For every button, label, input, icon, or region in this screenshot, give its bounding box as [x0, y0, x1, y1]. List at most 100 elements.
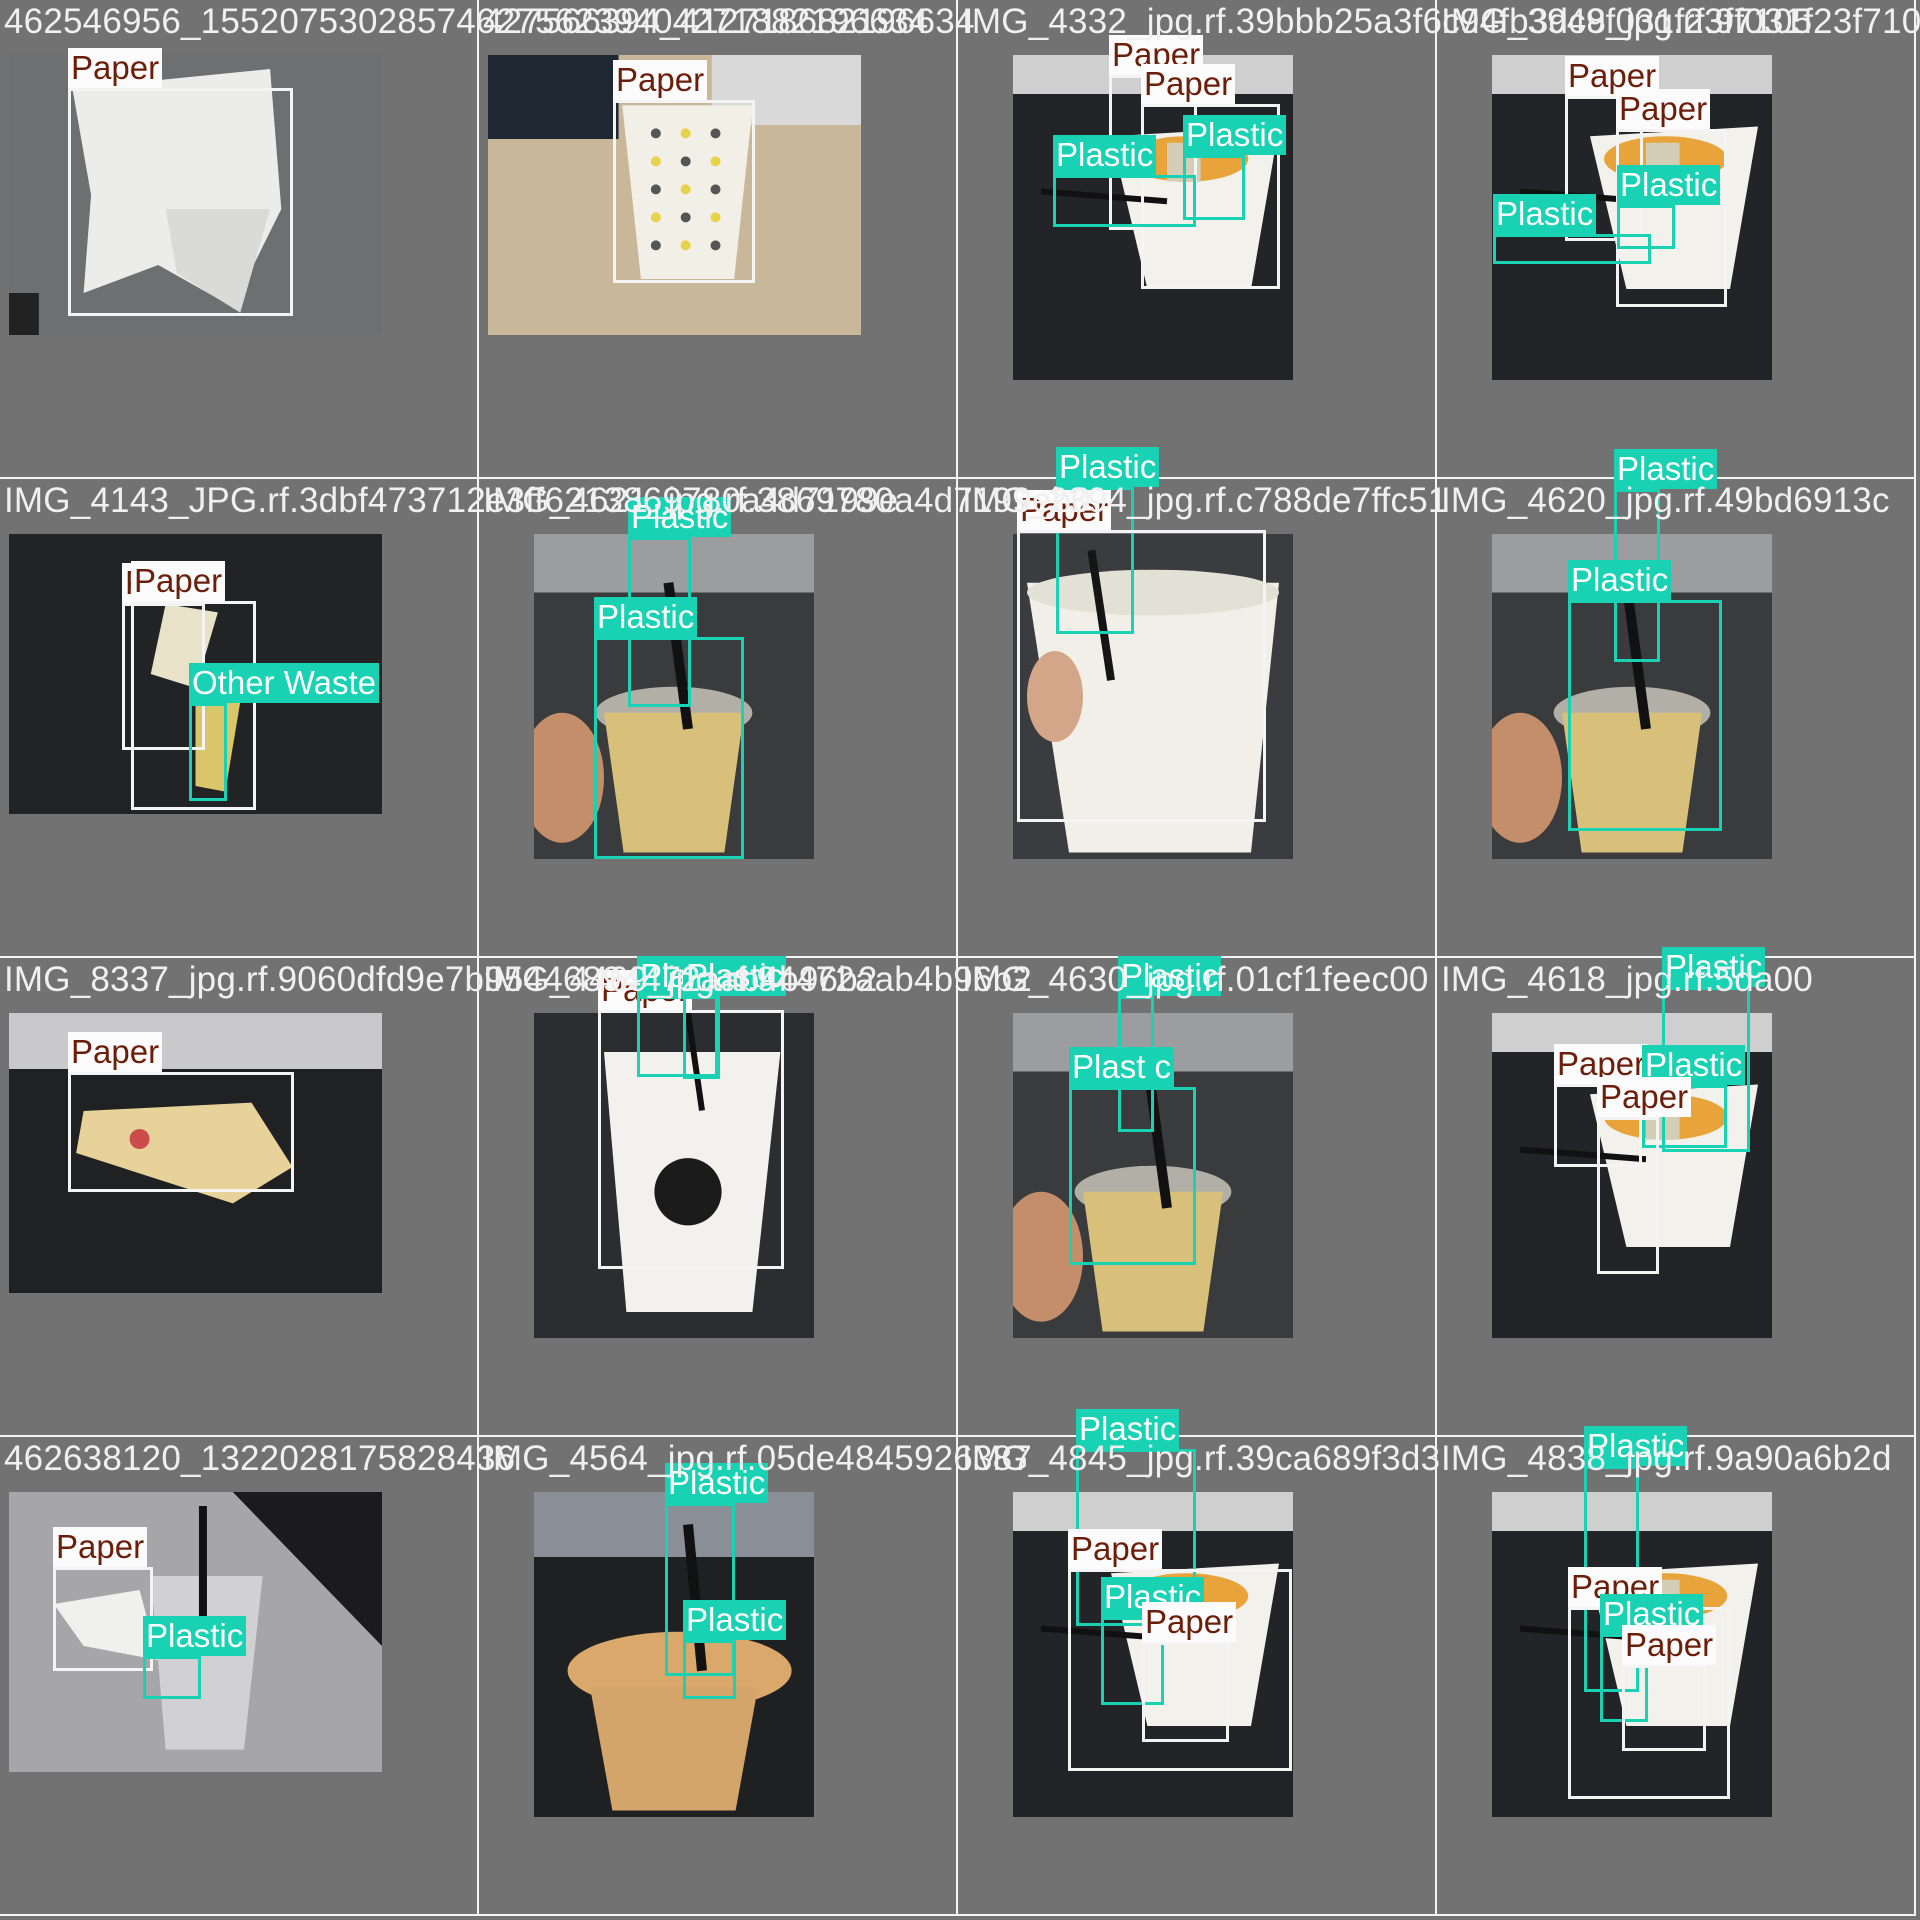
tile-filename: 427566394_412718682196634 — [483, 2, 975, 41]
tile-filename: IMG_8337_jpg.rf.9060dfd9e7b95446894472aa… — [4, 960, 878, 999]
tile-filename: IMG_4630_jpg.rf.01cf1feec00 — [962, 960, 1429, 999]
tile-filename: IMG_4620_jpg.rf.49bd6913c — [1441, 481, 1890, 520]
detection-box-paper: Paper — [1017, 490, 1266, 822]
tile-filename: IMG_4469_jpg.rf.94472aab4b96b2 — [483, 960, 1032, 999]
detection-label: Plastic — [628, 497, 732, 537]
mosaic-tile: 427566394_412718682196634 Paper — [479, 0, 974, 479]
mosaic-tile: IMG_4845_jpg.rf.39ca689f3d3 Plastic Paper P… — [958, 1409, 1441, 1916]
mosaic-tile: IMG_4621_jpg.rf.3869780a4d7199eb0 Plastic… — [479, 479, 1091, 958]
detection-label: Plastic — [1614, 449, 1718, 489]
detection-label: Paper — [131, 561, 226, 601]
mosaic-tile: IMG_4564_jpg.rf.05de4845926387 Plastic Pla… — [479, 1437, 1032, 1916]
mosaic-tile: IMG_8337_jpg.rf.9060dfd9e7b95446894472aa… — [0, 958, 877, 1437]
detection-label: Paper — [68, 1032, 163, 1072]
detection-label: Plastic — [1076, 1409, 1180, 1449]
detection-label: Plastic — [1568, 560, 1672, 600]
tile-photo — [1013, 534, 1293, 859]
detection-label: Plastic — [665, 1463, 769, 1503]
detection-box-plastic: Plastic — [1056, 447, 1160, 634]
tile-filename: IMG_2394_jpg.rf.c788de7ffc51 — [962, 481, 1448, 520]
mosaic-tile: IMG_4143_JPG.rf.3dbf473712e3ff6213869780… — [0, 479, 898, 958]
mosaic-tile: IMG_4618_jpg.rf.5da00 Plastic Paper Plastic… — [1437, 947, 1916, 1437]
detection-box-plastic: Plast c — [1069, 1047, 1196, 1265]
tile-photo — [1013, 55, 1293, 380]
tile-filename: 462638120_1322028175828436 — [4, 1439, 516, 1478]
detection-label: Plastic — [1662, 947, 1766, 987]
tile-photo — [534, 1013, 814, 1338]
tile-filename: 462546956_155207530285746275623940427188… — [4, 2, 929, 41]
detection-box-other: Other Waste — [189, 663, 379, 801]
mosaic-tile: IMG_3948_jpg.rf.9f031f23f7105 Paper Paper P… — [1437, 0, 1920, 479]
mosaic-tile: IMG_4469_jpg.rf.94472aab4b96b2PaperPlast… — [479, 956, 1032, 1437]
detection-box-plastic: Plastic — [143, 1616, 247, 1699]
tile-filename: IMG_4838_jpg.rf.9a90a6b2d — [1441, 1439, 1892, 1478]
detection-box-plastic: Plastic — [628, 497, 732, 707]
detection-label: Plastic — [1118, 956, 1222, 996]
photo-scene — [1492, 534, 1772, 859]
detection-box-plastic: Plastic — [683, 956, 787, 1079]
mosaic-tile: 462638120_1322028175828436 Paper Plastic — [0, 1437, 515, 1916]
detection-box-paper: Paper — [1068, 1529, 1292, 1771]
detection-label: Plastic — [1584, 1426, 1688, 1466]
photo-scene — [534, 534, 814, 859]
detection-label: Paper — [1622, 1625, 1717, 1665]
tile-filename: IMG_4332_jpg.rf.39bbb25a3f6c94fb3dc9f031… — [962, 2, 1813, 41]
detection-box-plastic: Plastic — [665, 1463, 769, 1676]
detection-label: Plastic — [594, 597, 698, 637]
detection-box-paper: Paper — [1142, 1602, 1237, 1742]
detection-label: Plast c — [1069, 1047, 1175, 1087]
photo-scene — [9, 55, 382, 335]
detection-label: Paper — [613, 60, 708, 100]
detection-label: Paper — [1616, 89, 1711, 129]
tile-photo — [534, 1492, 814, 1817]
detection-label: Paper — [1141, 64, 1236, 104]
detection-label: Paper — [1597, 1077, 1692, 1117]
detection-label: Plastic — [1642, 1045, 1746, 1085]
detection-box-plastic: Plastic — [1493, 194, 1651, 264]
detection-box-plastic: Plastic — [1183, 115, 1287, 220]
detection-label: Paper — [1142, 1602, 1237, 1642]
detection-label: Plastic — [1056, 447, 1160, 487]
mosaic-tile: IMG_4332_jpg.rf.39bbb25a3f6c94fb3dc9f031… — [958, 0, 1812, 479]
detection-label: Paper — [1017, 490, 1112, 530]
mosaic-tile: 462546956_155207530285746275623940427188… — [0, 0, 928, 479]
detection-label: Other Waste — [189, 663, 379, 703]
photo-scene — [1013, 534, 1293, 859]
detection-label: Plastic — [1183, 115, 1287, 155]
photo-scene — [488, 55, 861, 335]
detection-box-paper: Paper — [1622, 1625, 1717, 1751]
detection-label: Paper — [1068, 1529, 1163, 1569]
detection-label: Paper — [53, 1527, 148, 1567]
detection-box-paper: Paper — [131, 561, 256, 810]
detection-box-plastic: Plastic — [683, 1600, 787, 1699]
tile-filename: IMG_4143_JPG.rf.3dbf473712e3ff6213869780… — [4, 481, 899, 520]
detection-box-plastic: Plastic — [1617, 165, 1721, 249]
mosaic-tile: IMG_4620_jpg.rf.49bd6913c Plastic Plastic — [1437, 449, 1916, 958]
detection-box-paper: Paper — [68, 48, 293, 316]
detection-box-paper: Paper — [1141, 64, 1280, 289]
detection-box-paper: Paper — [613, 60, 755, 283]
tile-filename: IMG_4618_jpg.rf.5da00 — [1441, 960, 1813, 999]
mosaic-tile: IMG_4630_jpg.rf.01cf1feec00 Plastic Plast … — [958, 956, 1437, 1437]
tile-filename: IMG_4564_jpg.rf.05de4845926387 — [483, 1439, 1032, 1478]
mosaic-tile: IMG_2394_jpg.rf.c788de7ffc51 Plastic Paper — [958, 447, 1447, 958]
detection-box-paper: Paper — [53, 1527, 153, 1671]
tile-filename: IMG_3948_jpg.rf.9f031f23f7105 — [1441, 2, 1920, 41]
detection-label: Plastic — [143, 1616, 247, 1656]
detection-box-plastic: Plastic — [594, 597, 744, 859]
detection-box-plastic: Plastic — [1053, 135, 1196, 227]
detection-label: Plastic — [683, 1600, 787, 1640]
detection-label: Paper — [68, 48, 163, 88]
detection-label: Plastic — [683, 956, 787, 996]
detection-label: Plastic — [1617, 165, 1721, 205]
tile-photo — [534, 534, 814, 859]
detection-box-plastic: Plastic — [1568, 560, 1722, 831]
tile-filename: IMG_4621_jpg.rf.3869780a4d7199eb0 — [483, 481, 1091, 520]
tile-photo — [9, 55, 382, 335]
detection-box-paper: Paper — [1597, 1077, 1692, 1274]
tile-filename: IMG_4845_jpg.rf.39ca689f3d3 — [962, 1439, 1441, 1478]
detection-label: Plastic — [1053, 135, 1157, 175]
detection-box-paper: Paper — [68, 1032, 294, 1192]
detection-label: Plastic — [1493, 194, 1597, 234]
